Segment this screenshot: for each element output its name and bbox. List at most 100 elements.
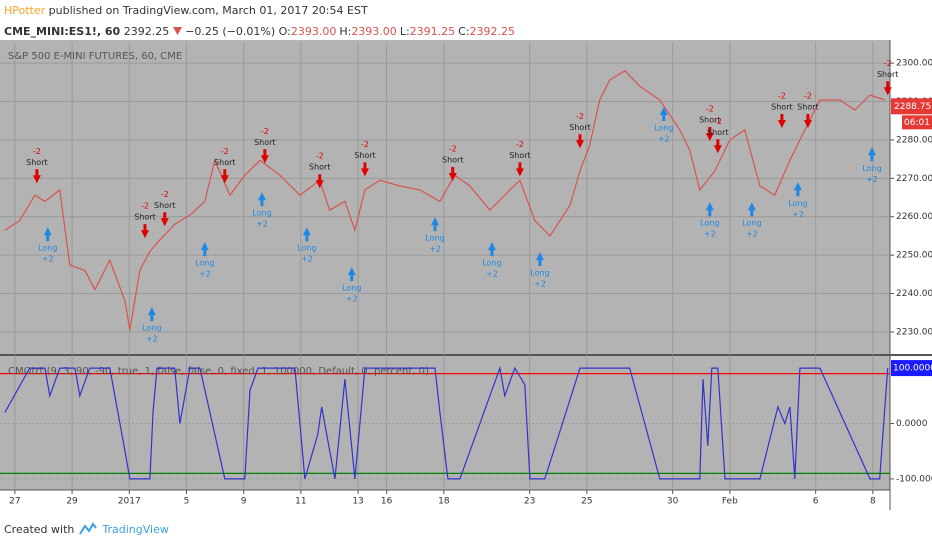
signal-side: Short: [569, 123, 590, 132]
x-tick-label: 8: [870, 497, 876, 507]
countdown-box: [902, 115, 932, 130]
signal-qty: +2: [486, 270, 498, 279]
signal-side: Long: [342, 284, 361, 293]
signal-qty: +2: [301, 255, 313, 264]
last-price-box: [891, 98, 932, 115]
signal-side: Long: [252, 209, 271, 218]
signal-side: Long: [742, 219, 761, 228]
x-tick-label: 11: [295, 497, 306, 507]
signal-arrow: [777, 113, 786, 128]
signal-arrow: [705, 127, 714, 142]
signal-qty: -2: [576, 112, 584, 121]
signal-arrow: [575, 134, 584, 149]
signal-arrow: [257, 192, 266, 207]
ohlc-value: 2392.25: [469, 25, 516, 38]
series-line: [4, 365, 889, 480]
signal-qty: -2: [804, 91, 812, 100]
signal-arrow: [659, 106, 668, 121]
signal-qty: +2: [146, 335, 158, 344]
x-tick-label: 2017: [118, 497, 141, 507]
x-tick-label: 29: [66, 497, 78, 507]
signal-arrow: [713, 139, 722, 154]
last-value-box: [891, 360, 932, 377]
signal-qty: -2: [261, 127, 269, 136]
brand[interactable]: TradingView: [102, 522, 169, 536]
ohlc: O:2393.00 H:2393.00 L:2391.25 C:2392.25: [279, 25, 518, 38]
signal-side: Short: [254, 138, 275, 147]
signal-qty: +2: [704, 230, 716, 239]
ohlc-key: L:: [399, 25, 410, 38]
signal-arrow: [32, 169, 41, 184]
signal-qty: +2: [346, 295, 358, 304]
pane-title: S&P 500 E-MINI FUTURES, 60, CME: [8, 51, 182, 62]
signal-arrow: [867, 147, 876, 162]
signal-arrow: [140, 224, 149, 239]
y-tick-label: -100.0000: [896, 474, 932, 484]
publish-line: HPotter published on TradingView.com, Ma…: [4, 4, 368, 17]
y-tick-label: 0.0000: [896, 419, 928, 429]
signal-side: Short: [771, 102, 792, 111]
signal-side: Long: [862, 164, 881, 173]
author[interactable]: HPotter: [4, 4, 46, 17]
signal-arrow: [793, 182, 802, 197]
signal-arrow: [347, 267, 356, 282]
last-price: 2288.75: [894, 102, 931, 112]
signal-qty: +2: [658, 134, 670, 143]
signal-qty: -2: [361, 140, 369, 149]
signal-qty: -2: [141, 202, 149, 211]
signal-side: Long: [297, 244, 316, 253]
signal-qty: -2: [714, 117, 722, 126]
ohlc-value: 2393.00: [351, 25, 397, 38]
ohlc-key: O:: [278, 25, 291, 38]
price-axis-bg: [890, 40, 932, 490]
signal-qty: -2: [221, 147, 229, 156]
signal-side: Long: [142, 324, 161, 333]
x-tick-label: 16: [381, 497, 393, 507]
signal-arrow: [360, 162, 369, 177]
signal-arrow: [302, 227, 311, 242]
signal-arrow: [260, 149, 269, 164]
signal-side: Long: [788, 199, 807, 208]
signal-qty: +2: [429, 245, 441, 254]
signal-arrow: [705, 202, 714, 217]
signal-side: Short: [797, 102, 818, 111]
signal-qty: -2: [161, 190, 169, 199]
created-with: Created with: [4, 522, 75, 536]
signal-side: Short: [309, 163, 330, 172]
x-tick-label: 5: [184, 497, 190, 507]
signal-side: Short: [214, 158, 235, 167]
signal-side: Short: [509, 151, 530, 160]
signal-qty: +2: [792, 210, 804, 219]
signal-side: Long: [195, 259, 214, 268]
signal-arrow: [220, 169, 229, 184]
y-tick-label: 2230.00: [896, 327, 932, 337]
signal-qty: +2: [199, 270, 211, 279]
last-value: 100.0000: [893, 364, 932, 374]
x-tick-label: 6: [813, 497, 819, 507]
signal-qty: -2: [516, 140, 524, 149]
x-tick-label: 23: [524, 497, 535, 507]
x-tick-label: Feb: [722, 497, 738, 507]
footer: Created with TradingView: [4, 522, 169, 536]
x-tick-label: 27: [9, 497, 20, 507]
signal-qty: +2: [534, 280, 546, 289]
signal-side: Short: [707, 128, 728, 137]
signal-side: Short: [134, 213, 155, 222]
ohlc-value: 2393.00: [290, 25, 337, 38]
signal-arrow: [803, 113, 812, 128]
countdown: 06:01: [904, 118, 930, 128]
symbol: CME_MINI:ES1!, 60: [4, 25, 121, 38]
signal-qty: -2: [706, 105, 714, 114]
y-tick-label: 2270.00: [896, 174, 932, 184]
price: 2392.25: [123, 25, 170, 38]
signal-side: Long: [425, 234, 444, 243]
signal-side: Short: [354, 151, 375, 160]
signal-side: Short: [154, 201, 175, 210]
signal-qty: +2: [256, 220, 268, 229]
signal-qty: +2: [42, 255, 54, 264]
signal-side: Short: [699, 116, 720, 125]
signal-side: Long: [654, 123, 673, 132]
signal-arrow: [487, 242, 496, 257]
signal-arrow: [430, 217, 439, 232]
logo: [79, 522, 98, 535]
